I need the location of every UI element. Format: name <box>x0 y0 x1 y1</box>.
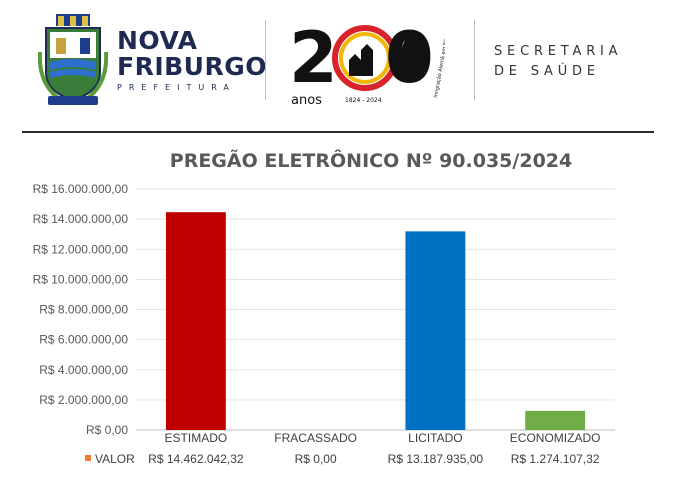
bar-estimado <box>165 212 226 430</box>
y-tick-label: R$ 10.000.000,00 <box>33 272 129 286</box>
anniversary-years: 1824 - 2024 <box>345 97 382 104</box>
legend-marker <box>85 455 91 461</box>
department-line-2: DE SAÚDE <box>494 64 600 79</box>
department-name: SECRETARIA DE SAÚDE <box>494 42 622 82</box>
bar-licitado <box>405 231 466 430</box>
anniversary-ring-red <box>332 25 398 91</box>
y-tick-label: R$ 6.000.000,00 <box>39 333 128 347</box>
y-tick-label: R$ 16.000.000,00 <box>33 182 129 196</box>
y-tick-label: R$ 12.000.000,00 <box>33 242 129 256</box>
department-line-1: SECRETARIA <box>494 44 623 59</box>
brand-line-1: NOVA <box>117 26 198 55</box>
value-label: R$ 0,00 <box>295 452 337 466</box>
page-header: NOVA FRIBURGO PREFEITURA 2 0 anos 1824 -… <box>0 0 677 128</box>
y-tick-label: R$ 2.000.000,00 <box>39 393 128 407</box>
legend-series-name: VALOR <box>95 452 135 466</box>
header-rule <box>22 131 654 133</box>
brand-subtitle: PREFEITURA <box>117 83 236 92</box>
bar-economizado <box>525 410 586 430</box>
chart-title: PREGÃO ELETRÔNICO Nº 90.035/2024 <box>170 148 572 172</box>
category-label: ESTIMADO <box>165 431 228 445</box>
header-divider-right <box>474 20 475 100</box>
anniversary-anos-label: anos <box>291 93 322 108</box>
anniversary-ring-yellow <box>339 32 391 84</box>
silhouette-icon <box>399 34 424 80</box>
y-tick-label: R$ 0,00 <box>86 423 128 437</box>
church-icon <box>349 44 373 76</box>
value-label: R$ 13.187.935,00 <box>388 452 484 466</box>
category-label: ECONOMIZADO <box>510 431 601 445</box>
y-tick-label: R$ 4.000.000,00 <box>39 363 128 377</box>
brand-text: NOVA FRIBURGO PREFEITURA <box>117 26 268 93</box>
brand-line-2: FRIBURGO <box>117 52 268 81</box>
y-tick-label: R$ 8.000.000,00 <box>39 303 128 317</box>
category-label: FRACASSADO <box>274 431 357 445</box>
anniversary-tagline: Imigração Alemã em Nova Friburgo <box>433 10 445 98</box>
city-crest-icon <box>38 14 108 105</box>
anniversary-digit-2: 2 <box>289 17 338 99</box>
value-label: R$ 1.274.107,32 <box>511 452 600 466</box>
header-divider-left <box>265 20 266 100</box>
bar-chart: PREGÃO ELETRÔNICO Nº 90.035/2024 R$ 0,00… <box>33 148 615 466</box>
y-tick-label: R$ 14.000.000,00 <box>33 212 129 226</box>
value-label: R$ 14.462.042,32 <box>148 452 244 466</box>
category-label: LICITADO <box>408 431 462 445</box>
anniversary-200-logo: 2 0 anos 1824 - 2024 Imigração Alemã em … <box>289 10 445 108</box>
